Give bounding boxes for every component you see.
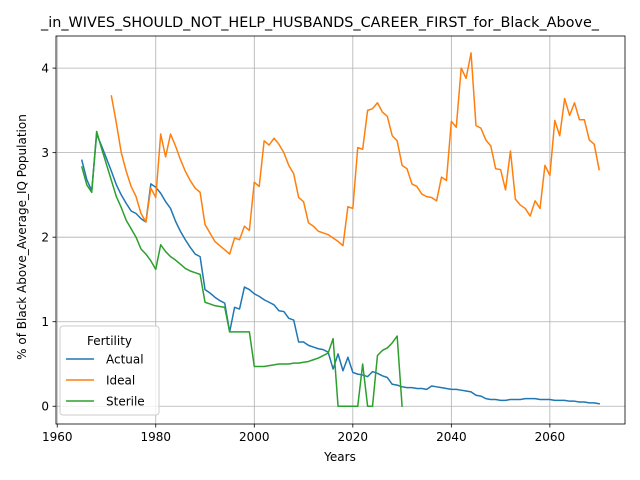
legend-label-sterile: Sterile — [106, 394, 145, 408]
series-line-actual — [80, 133, 601, 405]
x-tick-label: 1980 — [140, 430, 171, 444]
y-axis-label: % of Black Above_Average_IQ Population — [15, 114, 29, 360]
x-tick-label: 2000 — [239, 430, 270, 444]
y-tick-label: 4 — [41, 61, 49, 75]
series-line-sterile — [80, 130, 403, 408]
legend-label-ideal: Ideal — [106, 373, 135, 387]
x-tick-label: 2040 — [436, 430, 467, 444]
legend-label-actual: Actual — [106, 352, 144, 366]
legend: Fertility Actual Ideal Sterile — [59, 325, 160, 416]
series-line-ideal — [110, 52, 601, 255]
plot-frame — [55, 35, 626, 425]
legend-box — [59, 325, 160, 416]
y-axis: 0 1 2 3 4 — [41, 61, 56, 414]
x-tick-label: 2060 — [535, 430, 566, 444]
y-tick-label: 1 — [41, 315, 49, 329]
legend-title: Fertility — [87, 334, 132, 348]
series-layer — [80, 52, 601, 408]
x-tick-label: 1960 — [42, 430, 73, 444]
y-tick-label: 3 — [41, 146, 49, 160]
y-tick-label: 0 — [41, 400, 49, 414]
y-tick-label: 2 — [41, 230, 49, 244]
x-axis: 1960 1980 2000 2020 2040 2060 — [42, 424, 565, 444]
x-axis-label: Years — [323, 450, 356, 464]
x-tick-label: 2020 — [338, 430, 369, 444]
chart-title: _in_WIVES_SHOULD_NOT_HELP_HUSBANDS_CAREE… — [40, 15, 600, 31]
